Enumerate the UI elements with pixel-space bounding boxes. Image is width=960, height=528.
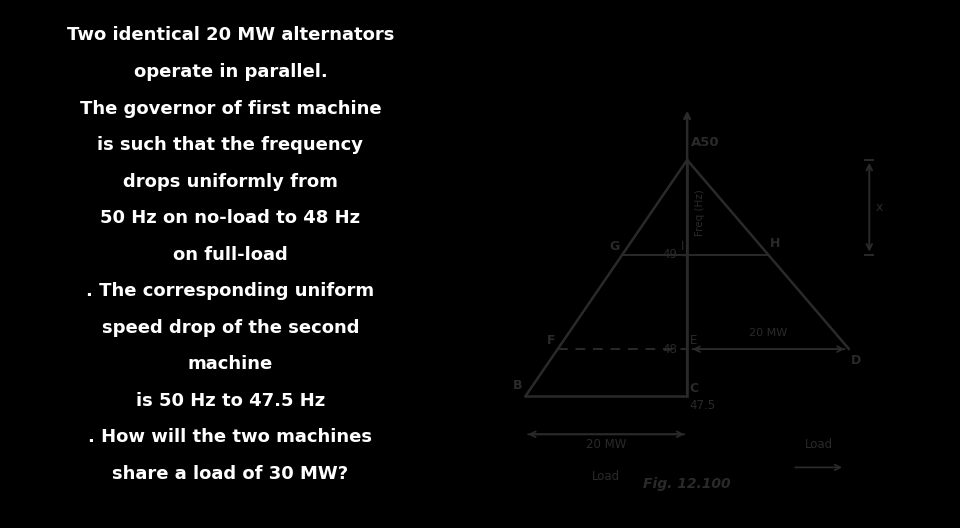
Text: speed drop of the second: speed drop of the second: [102, 319, 359, 337]
Text: 20 MW: 20 MW: [749, 328, 787, 338]
Text: x: x: [876, 201, 883, 214]
Text: Load: Load: [804, 438, 832, 451]
Text: B: B: [514, 379, 523, 392]
Text: operate in parallel.: operate in parallel.: [133, 63, 327, 81]
Text: 49: 49: [662, 248, 678, 261]
Text: Freq (Hz): Freq (Hz): [695, 189, 706, 235]
Text: machine: machine: [188, 355, 273, 373]
Text: Fig. 12.100: Fig. 12.100: [643, 477, 731, 491]
Text: on full-load: on full-load: [173, 246, 288, 263]
Text: F: F: [546, 334, 555, 347]
Text: 50 Hz on no-load to 48 Hz: 50 Hz on no-load to 48 Hz: [101, 209, 360, 227]
Text: Load: Load: [592, 470, 620, 483]
Text: 48: 48: [662, 343, 678, 356]
Text: is such that the frequency: is such that the frequency: [97, 136, 364, 154]
Text: share a load of 30 MW?: share a load of 30 MW?: [112, 465, 348, 483]
Text: H: H: [770, 237, 780, 250]
Text: 47.5: 47.5: [689, 399, 716, 412]
Text: The governor of first machine: The governor of first machine: [80, 99, 381, 118]
Text: Two identical 20 MW alternators: Two identical 20 MW alternators: [66, 26, 395, 44]
Text: D: D: [851, 354, 861, 367]
Text: A50: A50: [691, 136, 720, 148]
Text: G: G: [610, 240, 620, 252]
Text: is 50 Hz to 47.5 Hz: is 50 Hz to 47.5 Hz: [135, 392, 325, 410]
Text: drops uniformly from: drops uniformly from: [123, 173, 338, 191]
Text: . How will the two machines: . How will the two machines: [88, 429, 372, 447]
Text: I: I: [682, 240, 684, 252]
Text: 20 MW: 20 MW: [586, 438, 626, 451]
Text: E: E: [689, 334, 697, 347]
Text: . The corresponding uniform: . The corresponding uniform: [86, 282, 374, 300]
Text: C: C: [689, 382, 699, 394]
